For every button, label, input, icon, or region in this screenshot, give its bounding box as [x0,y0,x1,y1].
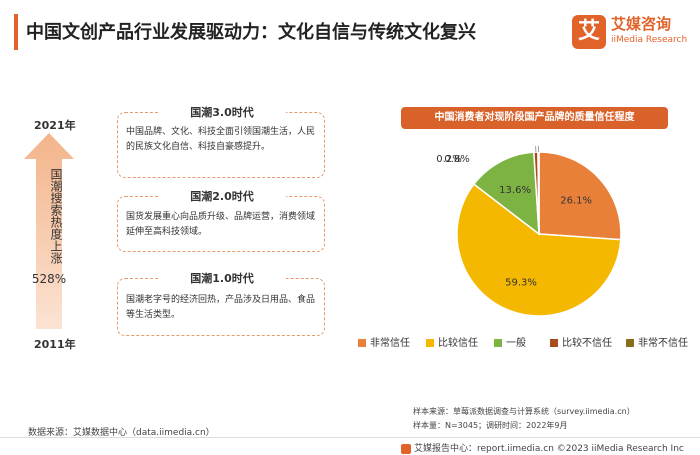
legend-label: 一般 [506,338,526,349]
legend-swatch [494,339,502,347]
chart-legend: 非常信任 比较信任 一般 比较不信任 非常不信任 [354,334,700,349]
legend-item: 一般 [494,334,526,349]
pie-chart: 26.1% 59.3% 13.6% 0.8%0.2% [436,145,622,317]
pie-data-label: 13.6% [499,185,531,196]
legend-swatch [426,339,434,347]
footer-logo-icon [401,443,411,454]
footer-text: 艾媒报告中心：report.iimedia.cn ©2023 iiMedia R… [414,444,684,454]
logo-name: 艾媒咨询 [611,15,672,33]
legend-item: 比较不信任 [550,334,612,349]
brand-logo: 艾 艾媒咨询 iiMedia Research [572,11,692,57]
year-bottom: 2011年 [34,338,76,351]
legend-label: 比较不信任 [562,338,612,349]
era-text: 国货发展重心向品质升级、品牌运营，消费领域延伸至高科技领域。 [126,212,316,237]
footer-divider [0,437,700,438]
pie-data-label: 26.1% [560,195,592,206]
pie-slice [456,183,622,317]
era-card-1: 国潮1.0时代 国潮老字号的经济回热，产品涉及日用品、食品等生活类型。 [117,270,325,336]
pie-data-label: 0.2% [436,154,461,165]
footer: 艾媒报告中心：report.iimedia.cn ©2023 iiMedia R… [401,441,684,454]
pie-data-label: 0.8% [444,154,469,165]
year-top: 2021年 [34,119,76,132]
data-source: 数据来源：艾媒数据中心（data.iimedia.cn） [28,428,215,438]
pie-slice [537,151,540,235]
chart-title: 中国消费者对现阶段国产品牌的质量信任程度 [401,107,668,129]
era-card-2: 国潮2.0时代 国货发展重心向品质升级、品牌运营，消费领域延伸至高科技领域。 [117,188,325,252]
growth-arrow-icon [24,133,74,329]
legend-label: 非常不信任 [638,338,688,349]
logo-subtitle: iiMedia Research [611,35,688,45]
legend-item: 比较信任 [426,334,478,349]
pie-slice [538,151,622,241]
legend-swatch [550,339,558,347]
legend-item: 非常不信任 [626,334,688,349]
era-title: 国潮2.0时代 [158,188,286,206]
legend-label: 非常信任 [370,338,410,349]
era-title: 国潮3.0时代 [158,104,286,122]
legend-swatch [358,339,366,347]
page-title: 中国文创产品行业发展驱动力：文化自信与传统文化复兴 [26,22,476,43]
era-text: 中国品牌、文化、科技全面引领国潮生活，人民的民族文化自信、科技自豪感提升。 [126,127,316,152]
pie-data-label: 59.3% [505,278,537,289]
sample-source: 样本来源：草莓派数据调查与计算系统（survey.iimedia.cn） [413,407,635,416]
sample-size: 样本量：N=3045；调研时间：2022年9月 [413,421,568,430]
era-title: 国潮1.0时代 [158,270,286,288]
arrow-label: 国潮搜索热度上涨 [49,168,63,264]
logo-mark-icon: 艾 [572,15,606,49]
era-card-3: 国潮3.0时代 中国品牌、文化、科技全面引领国潮生活，人民的民族文化自信、科技自… [117,104,325,178]
arrow-value: 528% [31,272,67,286]
legend-item: 非常信任 [358,334,410,349]
legend-label: 比较信任 [438,338,478,349]
legend-swatch [626,339,634,347]
pie-slice [472,151,540,236]
title-accent-bar [14,14,18,50]
era-text: 国潮老字号的经济回热，产品涉及日用品、食品等生活类型。 [126,295,316,320]
